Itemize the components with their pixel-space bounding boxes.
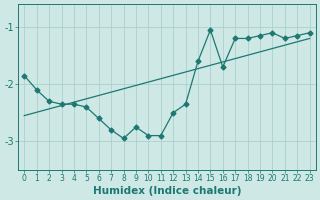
X-axis label: Humidex (Indice chaleur): Humidex (Indice chaleur) bbox=[93, 186, 241, 196]
